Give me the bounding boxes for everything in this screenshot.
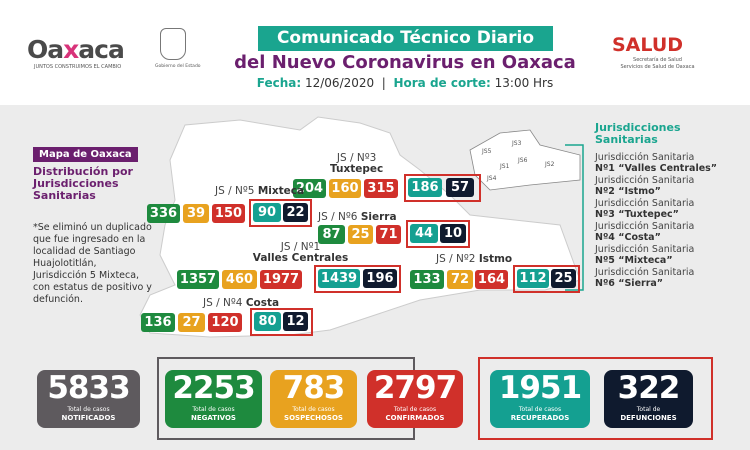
mapa-label: Mapa de Oaxaca [33,147,138,162]
tuxtepec-sospechosos: 160 [329,179,361,198]
js-label-tuxtepec: JS / Nº3 Tuxtepec [330,152,384,175]
istmo-defunciones: 25 [551,269,576,288]
outcome-bracket [478,357,713,440]
legend-item: Jurisdicción Sanitaria Nº3 “Tuxtepec” [595,198,695,220]
total-recuperados: 1951 Total de casos RECUPERADOS [490,370,590,428]
inset-label: JS4 [487,175,497,182]
header: Oaxaca JUNTOS CONSTRUIMOS EL CAMBIO Gobi… [0,0,750,105]
istmo-negativos: 133 [410,270,444,289]
costa-recuperados: 80 [254,312,281,331]
sierra-outline [406,220,470,248]
js-label-istmo: JS / Nº2 Istmo [436,253,513,265]
valles-negativos: 1357 [177,270,219,289]
total-negativos: 2253 Total de casos NEGATIVOS [165,370,262,428]
js-label-sierra: JS / Nº6 Sierra [318,211,397,223]
valles-confirmados: 1977 [260,270,302,289]
tuxtepec-negativos: 204 [293,179,326,198]
mixteca-defunciones: 22 [283,203,308,222]
js-label-valles: JS / Nº1 Valles Centrales [252,241,349,264]
state-seal-icon [160,28,186,60]
valles-sospechosos: 460 [222,270,257,289]
mixteca-recuperados: 90 [253,203,281,222]
tuxtepec-outline [404,174,481,202]
oaxaca-logo: Oaxaca [27,35,125,64]
istmo-sospechosos: 72 [447,270,473,289]
note-text: *Se eliminó un duplicado que fue ingresa… [33,222,152,305]
costa-sospechosos: 27 [178,313,205,332]
costa-negativos: 136 [141,313,175,332]
gobierno-label: Gobierno del Estado [155,64,201,69]
salud-logo: SALUD [612,34,684,56]
mixteca-confirmados: 150 [212,204,245,223]
total-defunciones: 322 Total de DEFUNCIONES [604,370,693,428]
sierra-recuperados: 44 [410,224,438,243]
inset-map [469,129,581,191]
total-notificados: 5833 Total de casos NOTIFICADOS [37,370,140,428]
salud-subtitle: Secretaría de Salud Servicios de Salud de… [620,57,695,70]
inset-label: JS3 [512,140,522,147]
valles-recuperados: 1439 [318,269,360,288]
total-confirmados: 2797 Total de casos CONFIRMADOS [367,370,463,428]
tuxtepec-recuperados: 186 [408,178,442,197]
date-line: Fecha: 12/06/2020 | Hora de corte: 13:00… [256,76,554,90]
valles-defunciones: 196 [363,269,397,288]
sierra-sospechosos: 25 [348,225,373,244]
istmo-confirmados: 164 [475,270,508,289]
legend-title: Jurisdicciones Sanitarias [595,121,681,146]
mixteca-outline [249,199,312,227]
costa-outline [250,308,313,336]
legend-item: Jurisdicción Sanitaria Nº4 “Costa” [595,221,695,243]
istmo-recuperados: 112 [517,269,549,288]
mixteca-sospechosos: 39 [183,204,209,223]
tuxtepec-confirmados: 315 [364,179,398,198]
sierra-defunciones: 10 [440,224,466,243]
costa-defunciones: 12 [283,312,308,331]
sierra-confirmados: 71 [376,225,401,244]
mixteca-negativos: 336 [147,204,180,223]
legend-item: Jurisdicción Sanitaria Nº1 “Valles Centra… [595,152,718,174]
legend-bracket [565,144,584,291]
title-line2: del Nuevo Coronavirus en Oaxaca [234,52,576,73]
js-label-mixteca: JS / Nº5 Mixteca [215,185,305,197]
legend-item: Jurisdicción Sanitaria Nº2 “Istmo” [595,175,695,197]
inset-label: JS5 [482,148,492,155]
valles-outline [314,265,401,293]
legend-item: Jurisdicción Sanitaria Nº6 “Sierra” [595,267,695,289]
distribution-title: Distribución por Jurisdicciones Sanitari… [33,165,133,202]
sierra-negativos: 87 [318,225,345,244]
tuxtepec-defunciones: 57 [446,178,474,197]
inset-label: JS2 [545,161,555,168]
inset-label: JS1 [500,163,510,170]
inset-label: JS6 [518,157,528,164]
logo-tagline: JUNTOS CONSTRUIMOS EL CAMBIO [34,64,122,70]
total-sospechosos: 783 Total de casos SOSPECHOSOS [270,370,357,428]
legend-item: Jurisdicción Sanitaria Nº5 “Mixteca” [595,244,695,266]
js-label-costa: JS / Nº4 Costa [203,297,280,309]
costa-confirmados: 120 [208,313,242,332]
istmo-outline [513,265,580,293]
title-line1: Comunicado Técnico Diario [258,26,553,51]
